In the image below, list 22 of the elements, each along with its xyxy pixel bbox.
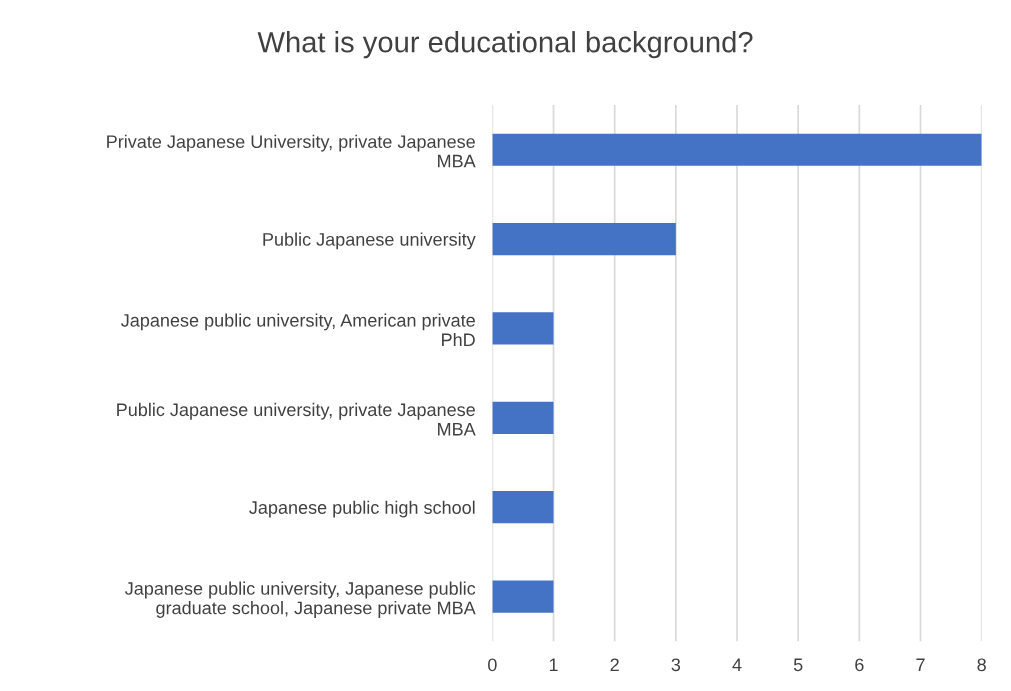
bar — [492, 223, 676, 256]
x-tick-label: 5 — [793, 658, 803, 672]
x-tick-label: 4 — [732, 658, 742, 671]
bar — [492, 312, 554, 345]
y-tick-label: Private Japanese University, private Japanese MBA — [107, 134, 476, 168]
chart-title: What is your educational background? — [257, 31, 753, 59]
x-tick-label: 7 — [916, 658, 925, 671]
y-tick-label: Japanese public high school — [249, 500, 475, 518]
x-tick-label: 8 — [977, 658, 986, 672]
y-tick-label: Public Japanese university, private Japanese MBA — [117, 402, 476, 436]
bar — [492, 580, 554, 613]
bar — [492, 133, 982, 166]
x-tick-label: 3 — [671, 658, 681, 672]
x-tick-label: 0 — [488, 658, 497, 672]
bar — [492, 401, 554, 434]
bar — [492, 491, 554, 524]
y-tick-label: Japanese public university, American private PhD — [121, 313, 475, 347]
y-tick-label: Public Japanese university — [263, 232, 476, 250]
x-tick-label: 6 — [855, 658, 864, 672]
y-tick-label: Japanese public university, Japanese public graduate school, Japanese private MBA — [125, 581, 476, 618]
x-tick-label: 1 — [549, 658, 558, 671]
x-tick-label: 2 — [610, 658, 619, 671]
